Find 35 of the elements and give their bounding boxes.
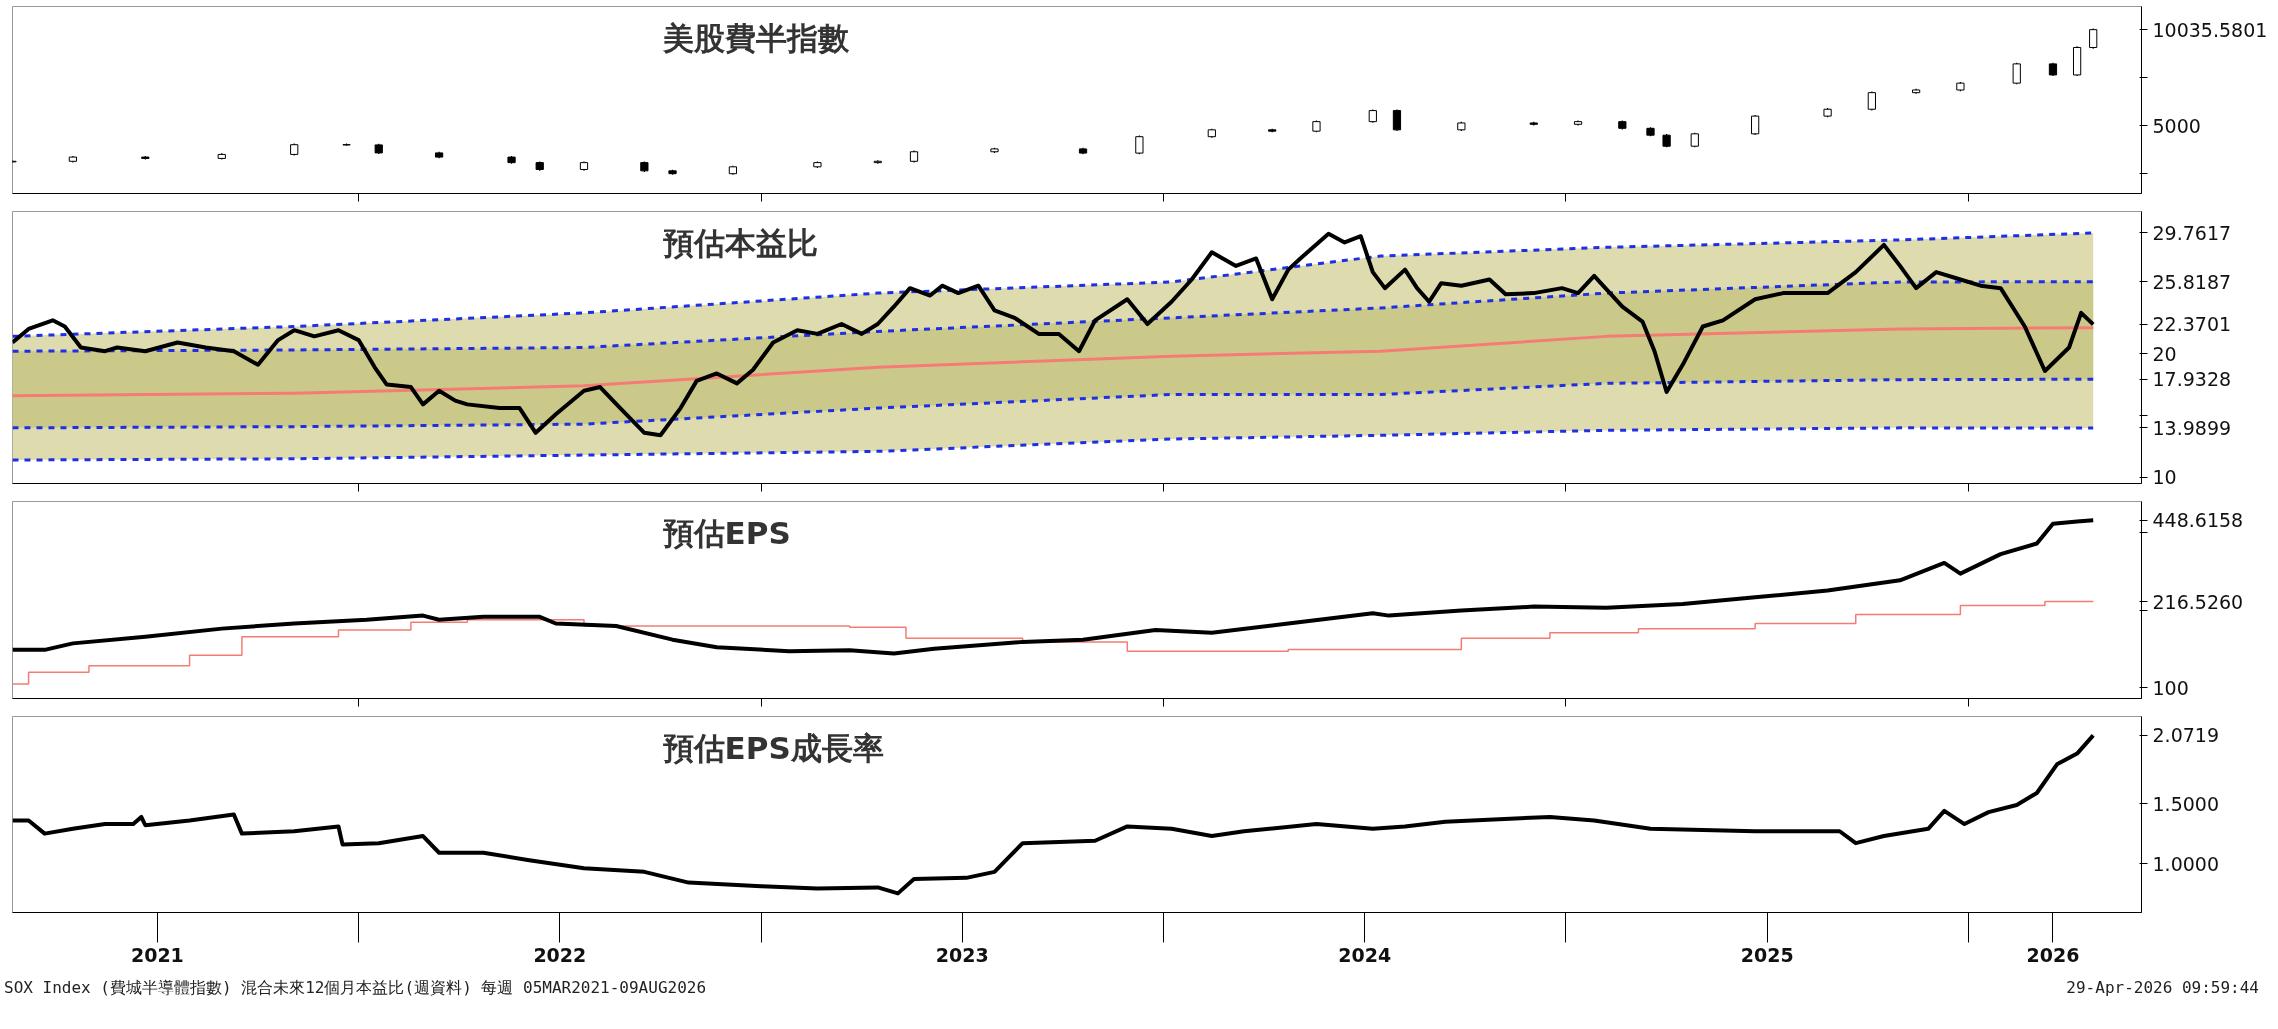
text: 29-Apr-2026 09:59:44: [2066, 977, 2259, 999]
y-tick-label: 20: [2152, 342, 2177, 365]
y-tick-label: 22.3701: [2152, 313, 2232, 336]
x-tick-label: 2026: [2026, 943, 2080, 966]
text: 美股費半指數: [661, 19, 850, 56]
candlestick: [1392, 108, 1402, 132]
y-tick-label: 2.0719: [2152, 724, 2219, 747]
y-tick-label: 448.6158: [2152, 509, 2244, 532]
line-series: [12, 280, 2095, 353]
y-tick-label: 10: [2152, 466, 2177, 489]
text: 預估本益比: [662, 224, 818, 261]
x-tick-label: 2023: [935, 943, 989, 966]
line-series: [12, 733, 2096, 896]
text: SOX Index (費城半導體指數) 混合未來12個月本益比(週資料) 每週 05MAR2021-09AUG2026: [4, 977, 707, 999]
line-series: [12, 518, 2096, 656]
y-tick-label: 29.7617: [2152, 221, 2232, 244]
y-tick-label: 10035.5801: [2152, 18, 2268, 41]
y-tick-label: 100: [2152, 676, 2189, 699]
candlestick: [2089, 27, 2098, 50]
y-tick-label: 5000: [2152, 114, 2201, 137]
y-tick-label: 25.8187: [2152, 270, 2232, 293]
x-tick-label: 2024: [1338, 943, 1392, 966]
chart-title: 預估EPS: [662, 514, 791, 551]
y-tick-label: 1.0000: [2152, 852, 2219, 875]
line-series: [12, 426, 2095, 462]
y-tick-label: 216.5260: [2152, 590, 2244, 613]
x-tick-label: 2022: [533, 943, 587, 966]
y-tick-label: 1.5000: [2152, 792, 2219, 815]
x-tick-label: 2021: [130, 943, 184, 966]
line-series: [12, 377, 2095, 430]
chart-title: 預估EPS成長率: [662, 729, 884, 766]
line-series: [12, 326, 2095, 398]
y-tick-label: 17.9328: [2152, 368, 2232, 391]
x-tick-label: 2025: [1740, 943, 1794, 966]
y-tick-label: 13.9899: [2152, 416, 2232, 439]
